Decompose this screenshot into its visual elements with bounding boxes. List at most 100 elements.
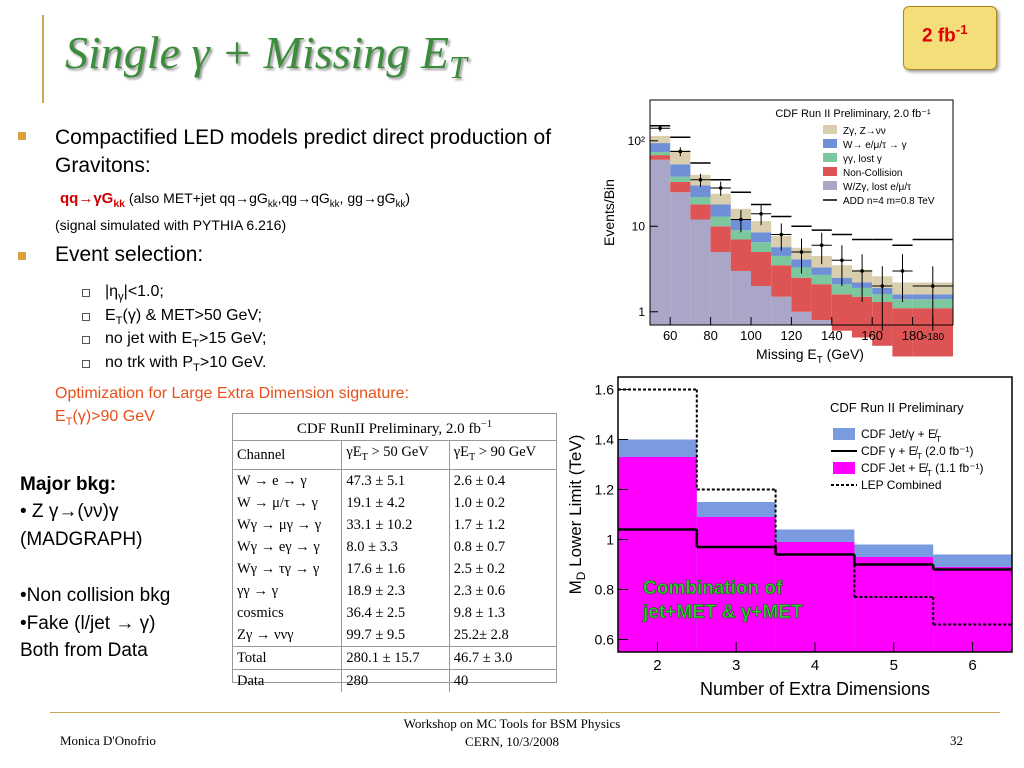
bullet-marker <box>18 132 26 140</box>
footer-event-line: Workshop on MC Tools for BSM Physics <box>403 716 621 731</box>
stack-segment <box>811 320 832 325</box>
stack-segment <box>751 242 772 253</box>
stack-segment <box>710 226 731 253</box>
stack-segment <box>771 255 792 266</box>
data-point <box>931 284 935 288</box>
text-run: Missing E <box>756 346 817 362</box>
text-run: >10 GeV. <box>199 353 267 371</box>
sub-bullet-marker <box>82 312 90 321</box>
table-row: Wγ → μγ → γ 33.1 ± 10.2 1.7 ± 1.2 <box>233 513 556 536</box>
text-run: γE <box>453 444 469 460</box>
text-sub: D <box>574 571 588 580</box>
x-tick-label: 100 <box>740 328 762 343</box>
legend-label: W/Zγ, lost e/μ/τ <box>843 182 911 193</box>
limit-fill <box>775 542 855 652</box>
data-point <box>759 211 763 216</box>
stack-segment <box>751 232 772 243</box>
table-cell: γγ → γ <box>237 582 278 599</box>
x-tick-label: 160 <box>861 328 883 343</box>
text-run: > 90 GeV <box>475 444 537 460</box>
x-tick-label: 180 <box>902 328 924 343</box>
selection-item: no jet with ET>15 GeV; <box>105 330 266 350</box>
text-run: γE <box>346 444 362 460</box>
table-cell: 36.4 ± 2.5 <box>341 601 450 624</box>
table-cell: cosmics <box>237 604 284 621</box>
table-cell: 33.1 ± 10.2 <box>341 513 450 536</box>
text-run: Lower Limit (TeV) <box>566 435 585 572</box>
stack-segment <box>892 299 913 309</box>
stack-segment <box>650 159 671 325</box>
bkg-line: • Z γ→(νν)γ <box>20 501 119 522</box>
stack-segment <box>791 311 812 325</box>
y-tick-label: 10 <box>632 219 646 233</box>
table-row: γγ → γ 18.9 ± 2.3 2.3 ± 0.6 <box>233 579 556 602</box>
data-point <box>880 284 885 288</box>
x-tick-label: 60 <box>663 328 677 343</box>
table-row: Zγ → ννγ 99.7 ± 9.5 25.2± 2.8 <box>233 623 556 647</box>
stack-segment <box>831 294 852 331</box>
x-tick-label: 2 <box>653 657 661 674</box>
footer-page: 32 <box>950 733 963 748</box>
table-cell: 0.8 ± 0.7 <box>448 535 556 558</box>
y-tick-label: 1.2 <box>595 482 615 498</box>
legend-label: ADD n=4 m=0.8 TeV <box>843 196 935 207</box>
table-row: Wγ → eγ → γ 8.0 ± 3.3 0.8 ± 0.7 <box>233 535 556 558</box>
table-cell: W → μ/τ → γ <box>237 494 318 511</box>
table-cell: Zγ → ννγ <box>237 626 294 643</box>
y-tick-label: 10² <box>628 134 645 148</box>
text-run: M <box>566 580 585 594</box>
text-run: , gg→gG <box>339 190 396 206</box>
table-frame: CDF RunII Preliminary, 2.0 fb−1 Channel γ… <box>232 413 557 692</box>
signal-line: qq→γGkk (also MET+jet qq→gGkk,qg→qGkk, g… <box>60 190 410 210</box>
table-cell: Total <box>237 649 267 666</box>
table-title: CDF RunII Preliminary, 2.0 fb−1 <box>233 414 556 441</box>
table-cell: 2.3 ± 0.6 <box>448 579 556 602</box>
table-cell: 99.7 ± 9.5 <box>341 623 450 647</box>
footer-author: Monica D'Onofrio <box>60 733 156 748</box>
stack-segment <box>710 216 731 227</box>
data-point <box>718 186 723 190</box>
limit-chart: 0.6 0.8 1 1.2 1.4 1.6 2 3 4 5 6 Number of Extra Dim… <box>566 376 1013 699</box>
stack-segment <box>650 143 671 152</box>
text-sub: T <box>192 338 199 351</box>
stack-segment <box>730 270 751 325</box>
x-tick-label: 6 <box>968 657 976 674</box>
table-cell: 17.6 ± 1.6 <box>341 557 450 580</box>
data-point <box>739 217 743 222</box>
limit-fill <box>933 567 1012 652</box>
stack-segment <box>791 277 812 312</box>
table-cell: γET > 90 GeV <box>448 441 556 470</box>
selection-item: ET(γ) & MET>50 GeV; <box>105 307 262 327</box>
badge-text: 2 fb-1 <box>922 22 968 47</box>
table-cell: 46.7 ± 3.0 <box>448 646 556 670</box>
stack-segment <box>670 192 691 325</box>
table-row: Total 280.1 ± 15.7 46.7 ± 3.0 <box>233 646 556 670</box>
stack-segment <box>650 135 671 144</box>
text-run: (2.0 fb⁻¹) <box>922 444 974 458</box>
data-point <box>900 269 905 273</box>
stack-segment <box>811 274 832 285</box>
stack-segment <box>751 252 772 287</box>
stack-segment <box>690 204 711 220</box>
legend-swatch <box>833 462 855 474</box>
title-rule <box>42 15 44 103</box>
footer-event-line: CERN, 10/3/2008 <box>465 734 559 749</box>
stack-segment <box>670 181 691 193</box>
table-cell: 2.5 ± 0.2 <box>448 557 556 580</box>
stack-segment <box>771 296 792 325</box>
text-run: >15 GeV; <box>199 330 267 347</box>
legend-label: W→ e/μ/τ → γ <box>843 140 907 151</box>
optimization-cut: ET(γ)>90 GeV <box>55 408 155 428</box>
text-sub: T <box>65 416 73 429</box>
text-run: no trk with P <box>105 353 194 371</box>
text-sub: T <box>927 468 932 478</box>
table-cell: 2.6 ± 0.4 <box>448 469 556 492</box>
text-run: > 50 GeV <box>367 444 429 460</box>
y-tick-label: 1 <box>638 305 645 319</box>
table-cell: 280.1 ± 15.7 <box>341 646 450 670</box>
sub-bullet-marker <box>82 289 90 297</box>
table-row: W → μ/τ → γ 19.1 ± 4.2 1.0 ± 0.2 <box>233 491 556 514</box>
text-run: (γ)>90 GeV <box>72 408 155 425</box>
text-run: |<1.0; <box>123 283 164 300</box>
